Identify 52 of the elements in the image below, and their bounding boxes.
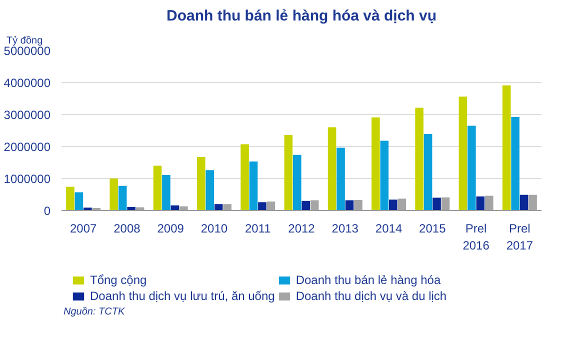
bar [240,144,249,210]
y-tick-label: 3000000 [4,108,51,122]
bar [118,186,127,210]
x-tick-label: 2007 [70,222,97,236]
bar [476,196,485,210]
bar [328,127,336,210]
legend-label: Tổng cộng [90,273,147,287]
bar [415,108,424,210]
bar [292,154,302,210]
y-tick-label: 0 [44,204,51,218]
x-tick-label: 2011 [244,222,272,236]
bar [424,134,432,210]
bar [468,126,476,210]
bar [511,117,520,210]
x-tick-label: Prel 2017 [506,222,534,252]
bar [162,174,170,210]
bar [153,166,162,210]
x-tick-label: 2008 [114,222,141,236]
x-tick-label: 2009 [157,222,184,236]
y-axis-title: Tỷ đồng [6,36,43,46]
bar [388,200,398,210]
y-tick-label: 1000000 [4,172,51,186]
legend-label: Doanh thu bán lẻ hàng hóa [296,273,441,287]
bar [502,85,511,210]
bar [206,170,214,210]
bar [284,134,293,210]
bar [110,178,118,210]
bar [458,96,468,210]
chart-title: Doanh thu bán lẻ hàng hóa và dịch vụ [166,8,437,24]
x-tick-label: 2012 [288,222,316,236]
y-tick-label: 4000000 [4,76,51,90]
bar [74,192,84,210]
x-tick-label: 2014 [375,222,402,236]
bar [380,140,389,210]
x-tick-label: Prel 2016 [462,222,490,252]
text: Nguồn: TCTK [64,306,126,318]
legend-label: Doanh thu dịch vụ và du lịch [296,289,447,303]
bar [214,204,223,210]
bar [258,202,266,210]
x-tick-label: 2015 [419,222,446,236]
bar [372,117,380,210]
bar [196,157,206,210]
x-tick-label: 2013 [332,222,359,236]
bar [302,200,310,210]
bar [66,186,74,210]
legend-label: Doanh thu dịch vụ lưu trú, ăn uống [90,289,275,303]
bar [249,162,258,210]
bar [336,148,345,210]
y-tick-label: 2000000 [4,140,51,154]
bar [520,194,528,210]
bar [432,198,441,210]
x-tick-label: 2010 [200,222,228,236]
